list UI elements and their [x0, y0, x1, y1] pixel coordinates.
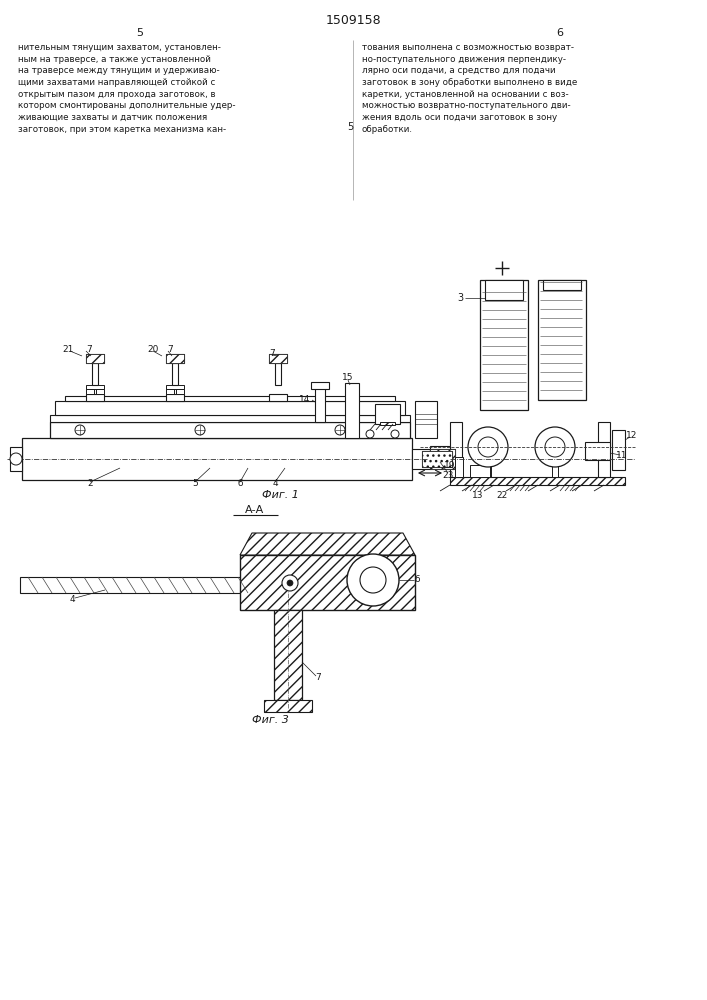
Bar	[172, 363, 178, 385]
Bar	[430, 449, 455, 469]
Bar	[86, 354, 104, 363]
Circle shape	[545, 437, 565, 457]
Bar	[415, 401, 437, 438]
Circle shape	[535, 427, 575, 467]
Bar	[96, 389, 104, 394]
Bar	[430, 446, 450, 460]
Bar	[412, 449, 430, 469]
Circle shape	[287, 580, 293, 586]
Circle shape	[75, 425, 85, 435]
Bar	[86, 385, 104, 389]
Bar	[166, 389, 174, 394]
Bar	[543, 280, 581, 290]
Bar	[10, 447, 22, 471]
Bar	[450, 422, 462, 477]
Text: 4: 4	[69, 595, 75, 604]
Bar	[240, 555, 415, 610]
Bar	[269, 394, 287, 401]
Text: б: б	[238, 480, 243, 488]
Bar	[450, 477, 625, 485]
Text: 7: 7	[167, 344, 173, 354]
Bar	[166, 385, 184, 389]
Text: 7: 7	[315, 674, 321, 682]
Bar	[585, 442, 610, 460]
Bar	[50, 415, 410, 422]
Text: А-А: А-А	[245, 505, 264, 515]
Text: Фиг. 1: Фиг. 1	[262, 490, 298, 500]
Text: 11: 11	[617, 450, 628, 460]
Bar	[315, 387, 325, 422]
Bar	[422, 451, 452, 467]
Bar	[311, 382, 329, 389]
Bar	[166, 354, 184, 363]
Bar	[65, 396, 395, 401]
Bar	[612, 430, 625, 470]
Bar	[269, 354, 287, 363]
Bar	[455, 457, 463, 477]
Text: 2: 2	[87, 480, 93, 488]
Text: 5: 5	[192, 480, 198, 488]
Bar	[380, 422, 395, 425]
Bar	[50, 422, 410, 438]
Bar	[92, 363, 98, 385]
Text: 19: 19	[444, 460, 456, 470]
Polygon shape	[240, 533, 415, 555]
Bar	[166, 354, 184, 363]
Bar	[485, 462, 491, 477]
Circle shape	[391, 430, 399, 438]
Bar	[598, 422, 610, 477]
Bar	[86, 389, 94, 394]
Circle shape	[335, 425, 345, 435]
Text: 7: 7	[269, 349, 275, 358]
Circle shape	[366, 430, 374, 438]
Bar	[485, 280, 523, 300]
Circle shape	[195, 425, 205, 435]
Text: 5: 5	[347, 122, 353, 132]
Bar	[552, 462, 558, 477]
Circle shape	[10, 453, 22, 465]
Bar	[269, 354, 287, 363]
Circle shape	[468, 427, 508, 467]
Bar	[22, 438, 412, 480]
Bar	[274, 610, 302, 700]
Bar	[480, 280, 528, 410]
Bar	[166, 394, 184, 401]
Bar	[375, 404, 400, 424]
Circle shape	[360, 567, 386, 593]
Text: 21: 21	[62, 344, 74, 354]
Text: 7: 7	[86, 344, 92, 354]
Text: нительным тянущим захватом, установлен-
ным на траверсе, а также установленной
н: нительным тянущим захватом, установлен- …	[18, 43, 235, 134]
Bar	[20, 577, 245, 593]
Bar	[86, 394, 104, 401]
Circle shape	[282, 575, 298, 591]
Bar	[264, 700, 312, 712]
Text: 6: 6	[556, 28, 563, 38]
Bar	[55, 401, 405, 415]
Text: 12: 12	[626, 430, 638, 440]
Text: тования выполнена с возможностью возврат-
но-поступательного движения перпендику: тования выполнена с возможностью возврат…	[362, 43, 577, 134]
Bar	[470, 465, 490, 477]
Text: 15: 15	[342, 373, 354, 382]
Text: 20: 20	[147, 344, 158, 354]
Text: 22: 22	[496, 490, 508, 499]
Bar	[86, 354, 104, 363]
Bar	[538, 280, 586, 400]
Bar	[275, 363, 281, 385]
Circle shape	[347, 554, 399, 606]
Bar	[176, 389, 184, 394]
Text: б: б	[414, 576, 420, 584]
Text: 13: 13	[472, 490, 484, 499]
Bar	[422, 451, 452, 467]
Text: 1509158: 1509158	[325, 13, 381, 26]
Text: 5: 5	[136, 28, 144, 38]
Text: 14: 14	[298, 395, 310, 404]
Text: 3: 3	[457, 293, 463, 303]
Bar	[345, 383, 359, 438]
Text: 23: 23	[443, 471, 454, 480]
Circle shape	[478, 437, 498, 457]
Text: Фиг. 3: Фиг. 3	[252, 715, 288, 725]
Bar	[430, 449, 455, 469]
Text: 4: 4	[272, 480, 278, 488]
